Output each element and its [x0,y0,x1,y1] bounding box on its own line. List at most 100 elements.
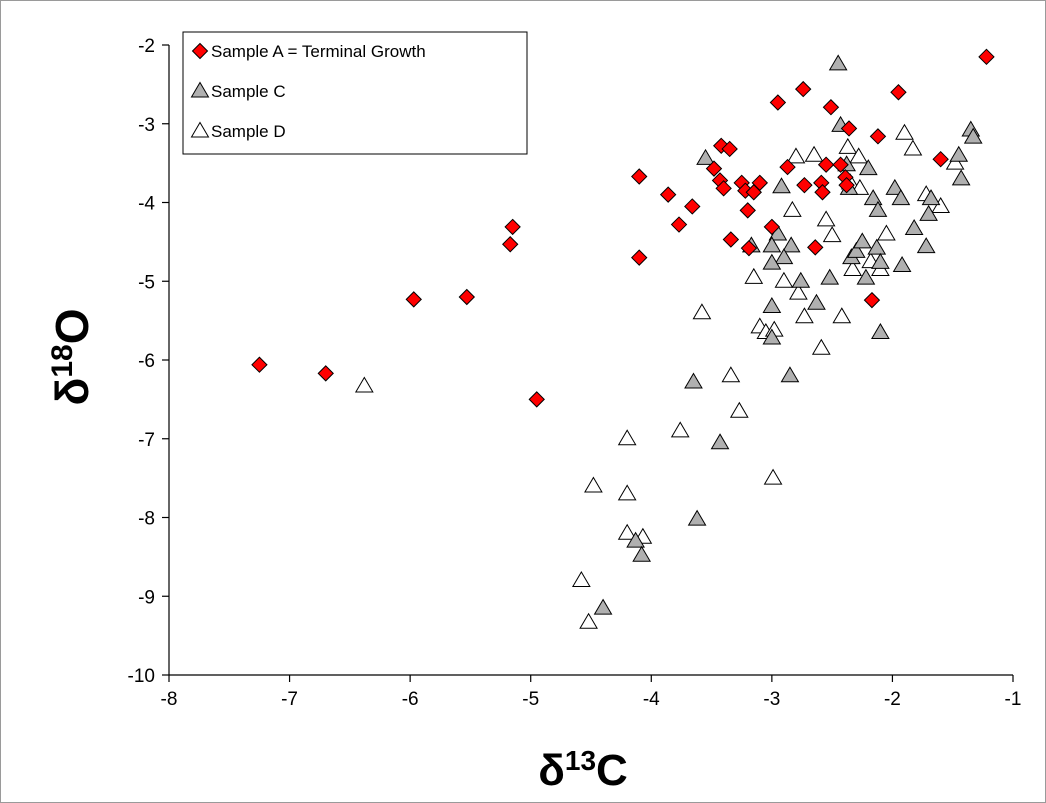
data-point [687,509,707,526]
data-point [931,196,951,213]
data-point [852,232,872,249]
data-point [822,99,840,116]
data-point [921,189,941,206]
data-point [774,248,794,265]
data-point [963,127,983,144]
data-point [951,169,971,186]
data-point [877,224,896,241]
y-tick-label: -5 [138,272,155,293]
data-point [684,198,701,215]
data-point [870,252,890,269]
data-point [504,218,521,236]
data-point [458,288,476,306]
data-point [945,153,965,170]
data-point [729,401,749,418]
data-point [869,128,887,145]
data-point [840,120,858,137]
data-point [774,271,794,288]
data-point [721,366,741,383]
data-point [856,268,876,285]
data-point [807,293,826,310]
x-tick-label: -1 [1005,689,1022,710]
y-tick-label: -7 [138,430,155,451]
data-point [617,429,637,446]
data-point [762,328,782,345]
data-point [779,158,796,176]
data-point [715,180,732,197]
data-point [251,356,268,373]
y-axis-title: δ18O [46,308,99,405]
legend-label-0: Sample A = Terminal Growth [211,42,426,61]
data-point [816,210,836,227]
data-point [890,84,907,101]
data-point [617,484,637,501]
data-point [763,218,781,236]
y-tick-label: -8 [138,509,155,530]
data-point [858,159,878,176]
data-point [762,253,782,270]
data-point [617,523,637,540]
data-point [804,145,824,162]
data-point [863,189,883,206]
data-point [692,303,712,320]
data-point [571,571,591,587]
data-point [892,256,912,272]
data-point [838,137,858,154]
data-point [632,545,652,562]
data-point [710,433,730,450]
data-point [863,291,881,309]
data-point [528,391,545,408]
x-axis-title: δ13C [538,745,628,796]
data-point [978,48,995,66]
data-point [795,307,814,324]
series-0 [251,48,995,408]
data-point [814,184,831,201]
data-point [832,156,849,173]
data-point [593,598,613,615]
data-point [684,372,703,389]
data-point [867,238,887,255]
data-point [722,231,740,248]
data-point [885,178,905,195]
data-point [817,156,835,173]
data-point [849,147,869,164]
data-point [705,160,723,177]
data-point [659,186,677,203]
data-point [740,239,758,257]
legend-box [182,31,528,155]
data-point [780,366,800,383]
data-point [317,365,334,382]
data-point [811,338,831,355]
data-point [769,94,787,111]
y-tick-label: -10 [128,666,155,687]
data-point [762,296,782,313]
data-point [782,200,802,217]
data-point [670,216,688,233]
data-point [405,291,422,308]
data-point [903,139,923,156]
y-tick-label: -4 [138,194,155,215]
data-point [721,140,738,158]
legend-marker-0 [191,42,209,60]
data-point [828,54,848,71]
data-point [781,236,801,253]
data-point [631,168,648,185]
data-point [751,174,769,192]
data-point [786,147,806,164]
y-tick-label: -9 [138,587,155,608]
data-point [579,612,598,629]
data-point [949,145,969,162]
data-point [870,322,890,339]
y-tick-label: -2 [138,36,155,57]
data-point [904,218,924,235]
axes: -10 -9 -8 -7 -6 -5 -4 -3 -2 -8 -7 -6 -5 -4 -3 -2 -1 [128,36,1022,710]
data-point [670,421,690,438]
data-point [794,80,812,98]
data-point [891,189,911,206]
data-point [631,249,648,266]
data-point [895,123,914,140]
x-tick-label: -8 [161,689,178,710]
legend-label-2: Sample D [211,122,286,141]
plot-area [251,48,995,629]
